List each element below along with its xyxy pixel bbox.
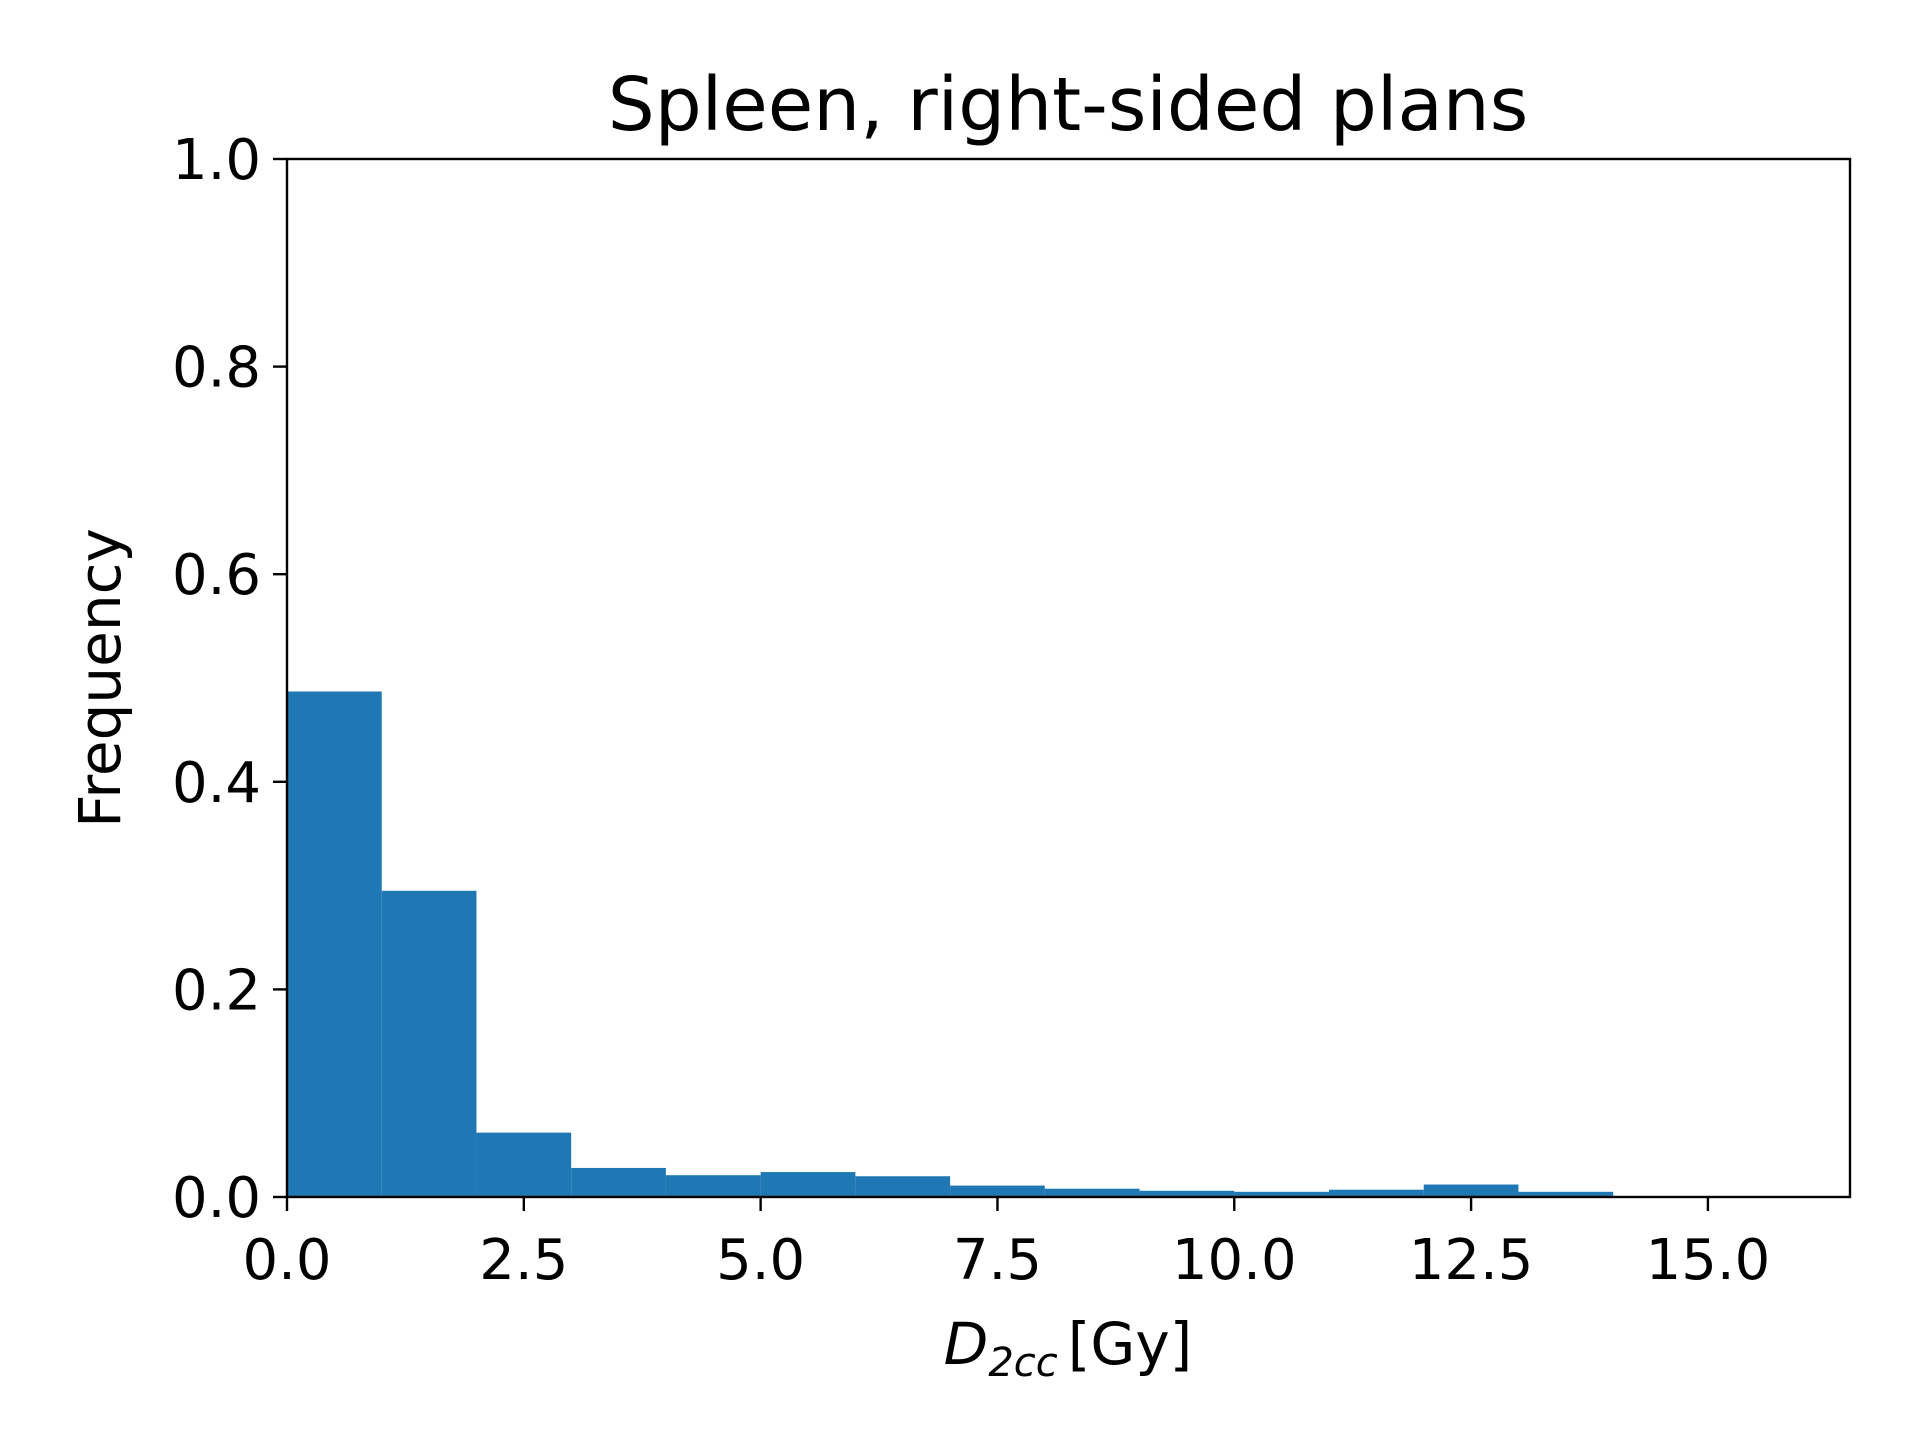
chart-title: Spleen, right-sided plans	[608, 62, 1529, 148]
plot-frame	[285, 157, 1852, 1199]
x-tick-label: 15.0	[1646, 1228, 1771, 1293]
x-tick-label: 7.5	[953, 1228, 1042, 1293]
x-tick-label: 2.5	[479, 1228, 568, 1293]
histogram-bar-4	[665, 1175, 761, 1197]
histogram-bar-10	[1234, 1191, 1329, 1197]
x-axis-label: D2cc [Gy]	[944, 1310, 1193, 1386]
y-tick-label: 1.0	[172, 128, 261, 193]
y-tick-label: 0.0	[172, 1166, 261, 1231]
histogram-bar-11	[1329, 1189, 1424, 1197]
histogram-bar-1	[381, 890, 477, 1197]
histogram-bar-13	[1518, 1191, 1614, 1197]
histogram-bar-9	[1139, 1190, 1235, 1197]
histogram-bar-7	[950, 1185, 1045, 1197]
y-tick-label: 0.8	[172, 336, 261, 401]
bars-group	[287, 691, 1614, 1197]
histogram-bar-3	[571, 1167, 666, 1197]
y-tick-label: 0.6	[172, 543, 261, 608]
x-axis: 0.0 2.5 5.0 7.5 10.0 12.5 15.0	[242, 1197, 1770, 1293]
histogram-bar-2	[476, 1132, 572, 1197]
histogram-bar-6	[855, 1176, 951, 1197]
x-tick-label: 12.5	[1409, 1228, 1534, 1293]
x-axis-label-unit: [Gy]	[1068, 1310, 1193, 1378]
y-axis: 0.0 0.2 0.4 0.6 0.8 1.0	[172, 128, 287, 1231]
x-tick-label: 5.0	[716, 1228, 805, 1293]
histogram-bar-5	[760, 1172, 856, 1197]
x-tick-label: 0.0	[242, 1228, 331, 1293]
x-axis-label-symbol: D	[944, 1310, 989, 1378]
y-axis-label: Frequency	[66, 528, 134, 828]
histogram-bar-8	[1044, 1188, 1140, 1197]
histogram-bar-12	[1423, 1184, 1519, 1197]
y-tick-label: 0.2	[172, 958, 261, 1023]
y-tick-label: 0.4	[172, 751, 261, 816]
x-tick-label: 10.0	[1172, 1228, 1297, 1293]
histogram-bar-0	[287, 691, 382, 1197]
x-axis-label-subscript: 2cc	[988, 1340, 1057, 1386]
